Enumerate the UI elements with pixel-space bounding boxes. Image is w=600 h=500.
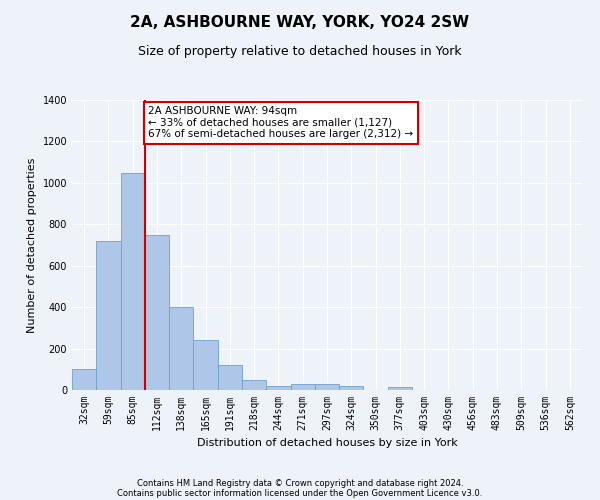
Text: 2A ASHBOURNE WAY: 94sqm
← 33% of detached houses are smaller (1,127)
67% of semi: 2A ASHBOURNE WAY: 94sqm ← 33% of detache… [149, 106, 413, 140]
Bar [218, 365, 242, 390]
Bar [266, 386, 290, 390]
Bar [72, 370, 96, 390]
Bar [145, 234, 169, 390]
Bar [169, 307, 193, 390]
Bar [193, 340, 218, 390]
Text: Size of property relative to detached houses in York: Size of property relative to detached ho… [138, 45, 462, 58]
Text: Contains public sector information licensed under the Open Government Licence v3: Contains public sector information licen… [118, 488, 482, 498]
Text: Contains HM Land Registry data © Crown copyright and database right 2024.: Contains HM Land Registry data © Crown c… [137, 478, 463, 488]
Bar [121, 172, 145, 390]
Text: 2A, ASHBOURNE WAY, YORK, YO24 2SW: 2A, ASHBOURNE WAY, YORK, YO24 2SW [130, 15, 470, 30]
Bar [290, 384, 315, 390]
Bar [339, 386, 364, 390]
Bar [242, 380, 266, 390]
Y-axis label: Number of detached properties: Number of detached properties [27, 158, 37, 332]
Bar [315, 384, 339, 390]
X-axis label: Distribution of detached houses by size in York: Distribution of detached houses by size … [197, 438, 457, 448]
Bar [96, 241, 121, 390]
Bar [388, 387, 412, 390]
